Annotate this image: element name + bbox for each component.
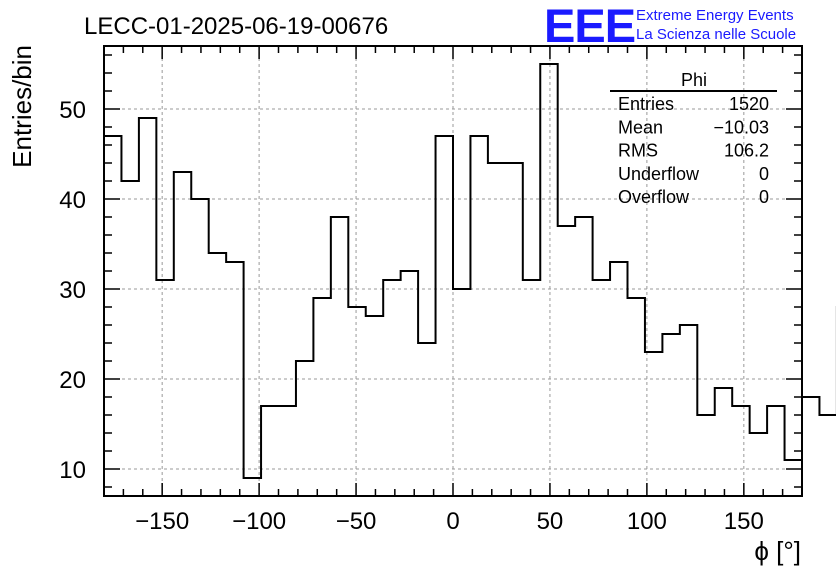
histogram-bin: [645, 352, 662, 496]
ticks-layer: [103, 46, 803, 496]
x-tick-label: 100: [627, 508, 667, 535]
histogram-bin: [575, 217, 592, 496]
histogram-bin: [750, 433, 767, 496]
histogram-bin: [279, 406, 296, 496]
histogram-bin: [174, 172, 191, 496]
stats-rows: Entries 1520 Mean −10.03 RMS 106.2 Underflow 0 O…: [618, 94, 769, 207]
histogram-bin: [121, 181, 138, 496]
stats-row-value: 106.2: [724, 141, 769, 161]
histogram-bin: [401, 271, 418, 496]
histogram-bin: [767, 406, 784, 496]
y-tick-label: 40: [59, 187, 86, 214]
y-tick-label: 50: [59, 97, 86, 124]
histogram-bin: [732, 406, 749, 496]
x-tick-label: −100: [232, 508, 286, 535]
x-tick-label: −50: [336, 508, 377, 535]
histogram-bin: [680, 325, 697, 496]
stats-row-value: 0: [759, 187, 769, 207]
stats-row-value: 1520: [729, 94, 769, 114]
histogram-bin: [296, 361, 313, 496]
stats-row-value: −10.03: [713, 117, 769, 137]
stats-row-label: Entries: [618, 94, 674, 114]
y-axis-label: Entries/bin: [7, 45, 37, 168]
histogram-bin: [453, 289, 470, 496]
logo-line2: La Scienza nelle Scuole: [636, 26, 796, 43]
histogram-bin: [139, 118, 156, 496]
histogram-layer: [104, 63, 836, 496]
histogram-bin: [418, 343, 435, 496]
histogram-bin: [156, 280, 173, 496]
histogram-bin: [802, 397, 819, 496]
histogram-bin: [819, 415, 836, 496]
histogram-bin: [436, 136, 453, 496]
stats-box: Phi Entries 1520 Mean −10.03 RMS 106.2 Underfl…: [610, 70, 777, 207]
histogram-bin: [540, 64, 557, 496]
histogram-bin: [191, 199, 208, 496]
histogram-outline: [104, 63, 836, 479]
logo-mark: EEE: [544, 0, 635, 52]
stats-row-label: Mean: [618, 117, 663, 137]
stats-box-name: Phi: [681, 70, 707, 90]
histogram-bin: [697, 415, 714, 496]
x-axis-label: ϕ [°]: [754, 536, 801, 566]
stats-row-value: 0: [759, 164, 769, 184]
histogram-bin: [209, 253, 226, 496]
histogram-bin: [261, 406, 278, 496]
chart-title: LECC-01-2025-06-19-00676: [84, 13, 388, 40]
histogram-bin: [523, 280, 540, 496]
histogram-bin: [383, 280, 400, 496]
y-tick-label: 20: [59, 367, 86, 394]
x-tick-label: −150: [135, 508, 189, 535]
histogram-bin: [593, 280, 610, 496]
labels-layer: −150 −100 −50 0 50 100 150 10 20 30 40 50: [59, 97, 764, 535]
y-tick-label: 30: [59, 277, 86, 304]
histogram-bin: [610, 262, 627, 496]
stats-row-label: Overflow: [618, 187, 690, 207]
histogram-bin: [715, 388, 732, 496]
histogram-bin: [488, 163, 505, 496]
histogram-bin: [558, 226, 575, 496]
histogram-bin: [470, 136, 487, 496]
x-tick-label: 0: [446, 508, 459, 535]
logo-line1: Extreme Energy Events: [636, 7, 794, 24]
histogram-bin: [505, 163, 522, 496]
histogram-bin: [785, 460, 802, 496]
x-tick-label: 50: [537, 508, 564, 535]
histogram-bin: [348, 307, 365, 496]
histogram-bin: [331, 217, 348, 496]
stats-row-label: RMS: [618, 141, 658, 161]
eee-logo: EEE Extreme Energy Events La Scienza nel…: [544, 0, 796, 52]
y-tick-label: 10: [59, 457, 86, 484]
plot-frame: [103, 45, 803, 497]
histogram-bin: [628, 298, 645, 496]
stats-row-label: Underflow: [618, 164, 700, 184]
histogram-bin: [226, 262, 243, 496]
histogram-bin: [104, 136, 121, 496]
x-tick-label: 150: [724, 508, 764, 535]
histogram-bin: [662, 334, 679, 496]
histogram-bin: [313, 298, 330, 496]
